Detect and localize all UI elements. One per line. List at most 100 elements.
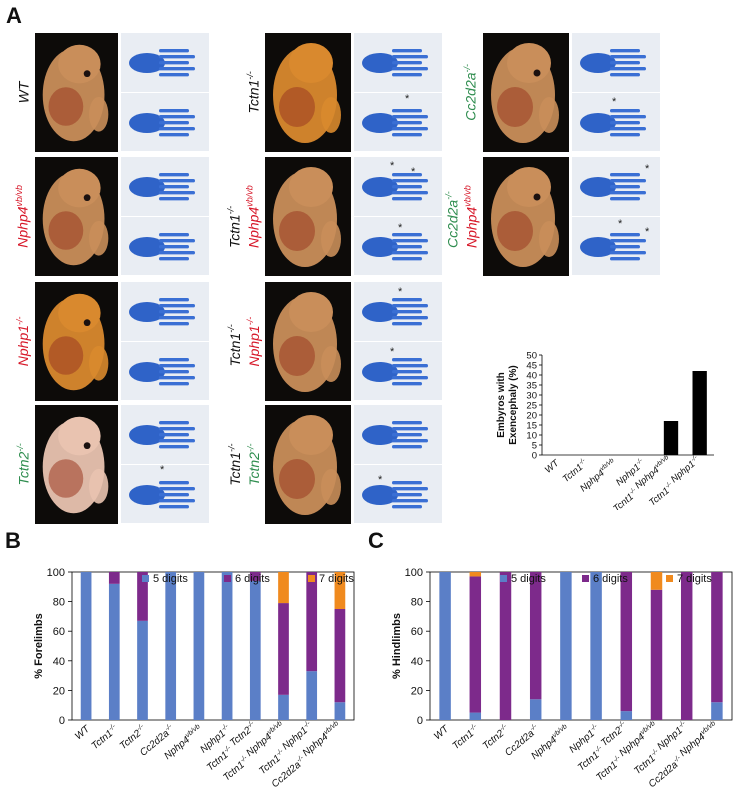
embryo-figure [273, 167, 341, 267]
genotype-label-line: Tctn2-/- [12, 443, 31, 485]
genotype-label: Tctn1-/- [242, 71, 261, 113]
label-gene: WT [73, 723, 93, 742]
plot-frame [71, 571, 355, 721]
limb-skeleton-figure [580, 232, 646, 260]
forelimb-image [121, 405, 209, 464]
bar-segment [278, 694, 289, 720]
y-tick-label: 40 [411, 656, 423, 668]
bar-segment [137, 620, 148, 720]
allele-superscript: -/- [244, 71, 255, 80]
bar-segment [469, 576, 482, 713]
forelimb-image [354, 282, 442, 341]
allele-superscript: vb/vb [244, 185, 255, 207]
bar-segment [108, 583, 120, 720]
embryo-figure [491, 167, 559, 267]
hindlimb-image [121, 341, 209, 400]
limb-skeleton-figure [129, 480, 195, 508]
limb-skeleton-figure [129, 298, 195, 326]
label-allele: vb/vb [323, 720, 340, 736]
label-allele: -/- [220, 723, 230, 733]
genotype-label-line: Nphp4vb/vb [460, 185, 479, 248]
embryo-figure [42, 44, 109, 142]
genotype-label-line: Nphp1-/- [242, 317, 261, 367]
allele-superscript: -/- [225, 443, 236, 453]
limb-skeleton-figure [362, 421, 428, 449]
bar-segment [469, 712, 482, 720]
genotype-label-line: Nphp4vb/vb [242, 185, 261, 248]
y-axis-label: % Hindlimbs [391, 613, 403, 679]
embryo-figure [273, 292, 341, 392]
polydactyly-asterisk: * [645, 163, 650, 175]
gene-name: Tctn2 [245, 452, 262, 486]
bar-segment [680, 572, 693, 720]
bar-segment [80, 572, 92, 720]
bar-segment [137, 572, 148, 621]
limb-skeleton-figure [129, 421, 195, 449]
legend-label: 5 digits [153, 573, 188, 585]
label-gene: WT [432, 723, 452, 742]
bar-segment [334, 702, 346, 720]
polydactyly-asterisk: * [645, 226, 650, 238]
label-allele: -/- [499, 723, 509, 733]
bar-segment [108, 572, 120, 584]
y-tick-label: 100 [47, 567, 65, 579]
allele-superscript: -/- [244, 316, 255, 326]
allele-superscript: -/- [225, 205, 236, 215]
label-allele: -/- [677, 720, 687, 730]
embryo-image [35, 33, 118, 152]
x-tick-label: Tctn1-/- [89, 723, 121, 752]
limb-skeleton-figure [129, 173, 195, 201]
label-allele: -/- [246, 720, 256, 730]
plot-frame [429, 571, 733, 721]
label-allele: -/- [650, 748, 660, 758]
y-tick-label: 50 [526, 351, 537, 362]
polydactyly-asterisk: * [405, 93, 410, 105]
y-tick-label: 40 [53, 656, 65, 668]
y-tick-label: 45 [526, 361, 537, 372]
gene-name: Tctn1 [226, 332, 243, 367]
bar-segment [529, 572, 542, 700]
genotype-label: Nphp1-/- [12, 316, 31, 366]
label-allele: -/- [239, 754, 249, 764]
genotype-label-line: Cc2d2a-/- [460, 64, 479, 121]
y-tick-label: 100 [405, 567, 423, 579]
bar-segment [620, 711, 633, 720]
polydactyly-asterisk: * [378, 474, 383, 486]
gene-name: Nphp4 [463, 206, 480, 249]
polydactyly-asterisk: * [618, 218, 623, 230]
x-tick-label: WT [432, 723, 452, 742]
embryo-image [265, 157, 351, 276]
legend-swatch [582, 575, 589, 582]
bar-segment [221, 572, 233, 720]
limb-skeleton-figure [362, 49, 428, 77]
legend-swatch [224, 575, 231, 582]
genotype-label-line: Nphp4vb/vb [12, 185, 31, 248]
bar [663, 421, 679, 455]
forelimb-image [354, 33, 442, 92]
gene-name: Cc2d2a [462, 72, 479, 121]
genotype-label: Tctn1-/- Nphp1-/- [224, 317, 261, 367]
gene-name: Tctn2 [14, 451, 31, 486]
y-axis-label: Embyros withExencephaly (%) [496, 365, 519, 444]
label-allele: -/- [223, 744, 233, 754]
allele-superscript: -/- [14, 443, 25, 452]
allele-superscript: vb/vb [462, 185, 473, 207]
y-tick-label: 20 [53, 685, 65, 697]
bar-segment [711, 572, 723, 703]
bar-segment [278, 572, 289, 604]
bar-segment [165, 572, 177, 720]
panel-letter-c: C [368, 528, 384, 553]
gene-name: Nphp1 [14, 324, 31, 367]
bar-segment [650, 572, 663, 590]
genotype-label: Cc2d2a-/- Nphp4vb/vb [442, 185, 479, 248]
label-allele: -/- [468, 723, 478, 733]
label-allele: -/- [302, 720, 312, 730]
limb-skeleton-figure [362, 232, 428, 260]
y-tick-label: 0 [417, 715, 423, 727]
gene-name: WT [14, 81, 31, 104]
genotype-label: Tctn1-/- Tctn2-/- [224, 444, 261, 486]
limb-skeleton-figure [362, 173, 428, 201]
bar-segment [249, 580, 261, 720]
